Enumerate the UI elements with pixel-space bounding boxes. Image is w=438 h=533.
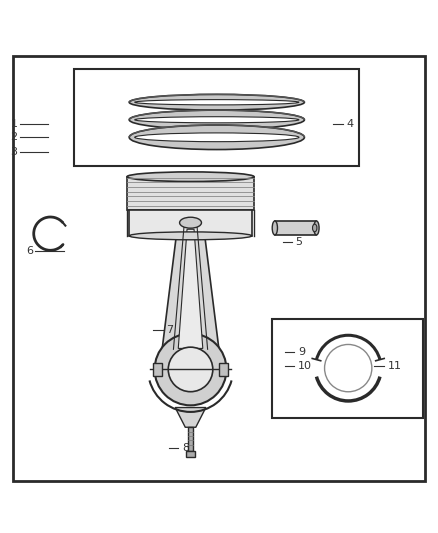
Ellipse shape	[129, 232, 252, 240]
Bar	[153, 363, 162, 376]
Polygon shape	[178, 229, 203, 349]
Circle shape	[155, 334, 226, 405]
Ellipse shape	[313, 224, 317, 232]
Polygon shape	[175, 408, 206, 427]
Ellipse shape	[129, 110, 304, 130]
Text: 10: 10	[298, 361, 312, 372]
Text: 1: 1	[11, 119, 18, 129]
Bar	[272, 319, 423, 418]
Text: 3: 3	[11, 147, 18, 157]
Bar	[129, 209, 252, 236]
Polygon shape	[162, 227, 219, 350]
Ellipse shape	[272, 221, 278, 235]
Bar	[186, 451, 195, 457]
Bar	[275, 221, 316, 235]
Text: 5: 5	[296, 237, 303, 247]
Ellipse shape	[135, 117, 299, 123]
Text: 2: 2	[11, 132, 18, 142]
Bar	[127, 177, 254, 209]
Text: 4: 4	[346, 119, 353, 129]
Bar	[188, 427, 193, 451]
Text: 11: 11	[388, 361, 402, 372]
Text: 7: 7	[166, 325, 173, 335]
Bar	[219, 363, 228, 376]
Ellipse shape	[127, 172, 254, 182]
Text: 6: 6	[26, 246, 33, 256]
Ellipse shape	[135, 100, 299, 105]
Circle shape	[168, 347, 213, 392]
Ellipse shape	[129, 125, 304, 150]
Ellipse shape	[135, 133, 299, 142]
Ellipse shape	[314, 221, 319, 235]
Text: 8: 8	[182, 443, 189, 453]
Text: 9: 9	[298, 347, 305, 357]
Ellipse shape	[129, 94, 304, 110]
Ellipse shape	[180, 217, 201, 228]
Bar	[74, 69, 359, 166]
